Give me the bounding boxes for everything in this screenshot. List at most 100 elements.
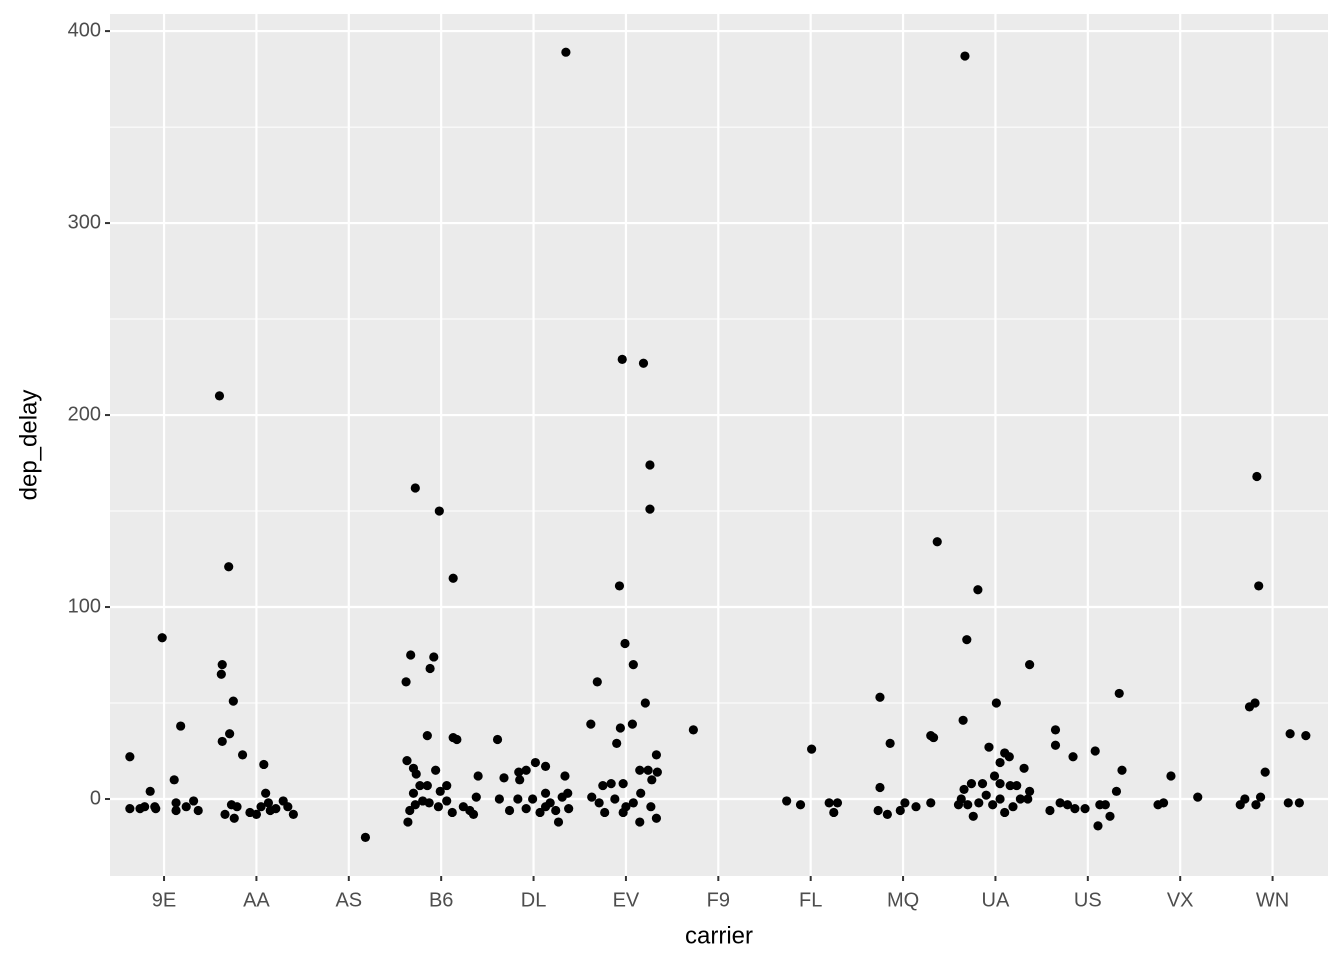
point [232,802,242,812]
point [237,750,248,760]
point [635,817,645,827]
point [1025,786,1035,796]
point [645,504,655,514]
point [620,638,630,649]
point [145,786,155,796]
point [829,807,839,818]
point [1285,729,1295,739]
y-tick-label: 200 [68,403,101,425]
point [176,721,186,731]
point [1260,767,1270,777]
point [988,800,998,810]
point [448,573,458,583]
point [1015,794,1025,804]
point [259,759,269,770]
point [442,796,452,806]
point [452,734,462,745]
point [410,483,420,493]
point [169,775,179,785]
point [140,802,150,812]
point [171,798,181,808]
point [807,744,817,754]
point [875,782,885,793]
x-tick-label: B6 [429,889,453,911]
point [1062,800,1073,810]
point [645,460,655,470]
point [563,788,573,798]
point [447,807,457,818]
point [492,734,503,745]
point [415,780,425,791]
point [875,692,885,702]
point [973,585,983,595]
point [926,798,936,808]
point [1000,807,1010,818]
point [974,798,984,808]
point [953,800,964,810]
point [263,798,274,808]
point [614,581,625,591]
point [251,809,262,819]
point [410,800,420,810]
point [216,669,226,679]
point [431,765,441,775]
y-tick-label: 0 [90,787,101,809]
point [225,729,235,739]
point [494,794,504,804]
point [424,798,434,808]
point [928,732,939,743]
point [995,757,1005,768]
point [643,765,653,775]
point [618,779,628,789]
point [540,802,551,812]
point [1068,752,1078,762]
point [1055,798,1065,808]
x-tick-label: VX [1167,889,1194,911]
point [560,771,570,781]
point [442,780,452,791]
point [1105,811,1115,821]
point [408,788,419,798]
point [422,731,432,741]
point [627,719,637,729]
point [592,677,602,687]
point [651,750,662,760]
point [617,354,627,364]
point [514,767,524,777]
point [151,804,161,814]
point [1254,581,1264,591]
point [1117,765,1127,775]
point [283,802,293,812]
point [606,779,616,789]
point [1114,688,1124,699]
point [499,773,509,783]
point [1166,771,1176,781]
point [468,809,479,819]
point [181,802,191,812]
point [1025,660,1035,670]
point [528,794,538,804]
point [125,804,135,814]
point [782,796,792,806]
point [1050,725,1061,735]
point [425,663,435,674]
point [1093,821,1103,831]
point [1012,780,1022,791]
point [561,47,571,57]
point [256,802,266,812]
point [651,813,662,823]
point [521,765,531,775]
point [1045,805,1055,816]
point [551,805,561,816]
point [193,805,203,816]
point [360,832,371,843]
point [984,742,994,752]
y-tick-label: 100 [68,595,101,617]
point [403,817,413,827]
point [515,775,525,785]
point [962,635,972,645]
point [966,779,977,789]
point [229,813,239,823]
